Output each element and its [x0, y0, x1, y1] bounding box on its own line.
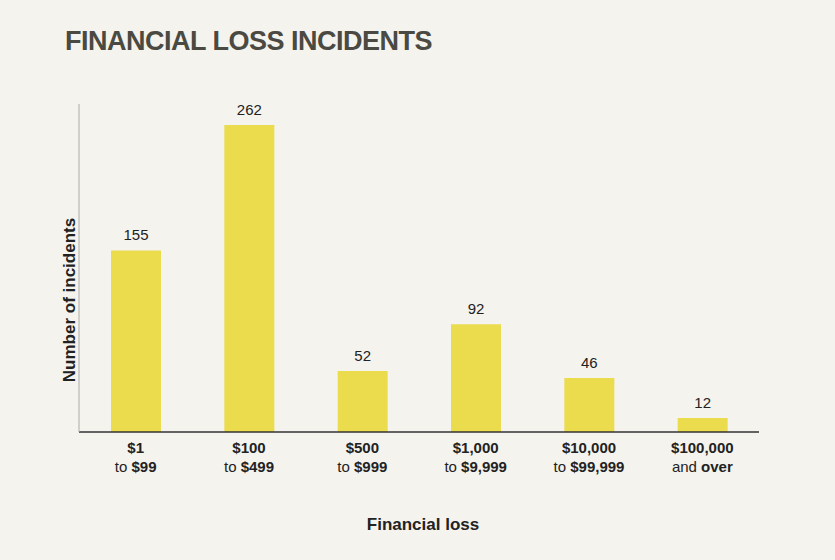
svg-text:to $99: to $99 — [115, 458, 157, 475]
svg-text:155: 155 — [123, 226, 148, 243]
svg-text:262: 262 — [237, 101, 262, 118]
svg-text:52: 52 — [354, 347, 371, 364]
svg-text:to $499: to $499 — [224, 458, 274, 475]
svg-text:$100,000: $100,000 — [671, 439, 734, 456]
svg-text:46: 46 — [581, 354, 598, 371]
svg-text:12: 12 — [694, 394, 711, 411]
svg-text:$1,000: $1,000 — [453, 439, 499, 456]
svg-text:to $99,999: to $99,999 — [554, 458, 625, 475]
svg-text:92: 92 — [468, 300, 485, 317]
html-text:FINANCIAL LOSS INCIDENTS: FINANCIAL LOSS INCIDENTS — [65, 26, 432, 56]
html-text:Financial loss: Financial loss — [366, 515, 480, 534]
svg-text:$100: $100 — [232, 439, 265, 456]
html-text:Number of incidents: Number of incidents — [60, 217, 79, 383]
svg-text:$10,000: $10,000 — [562, 439, 616, 456]
svg-text:$1: $1 — [127, 439, 144, 456]
svg-text:$500: $500 — [346, 439, 379, 456]
svg-text:and over: and over — [672, 458, 733, 475]
svg-text:to $999: to $999 — [337, 458, 387, 475]
svg-text:to $9,999: to $9,999 — [444, 458, 507, 475]
